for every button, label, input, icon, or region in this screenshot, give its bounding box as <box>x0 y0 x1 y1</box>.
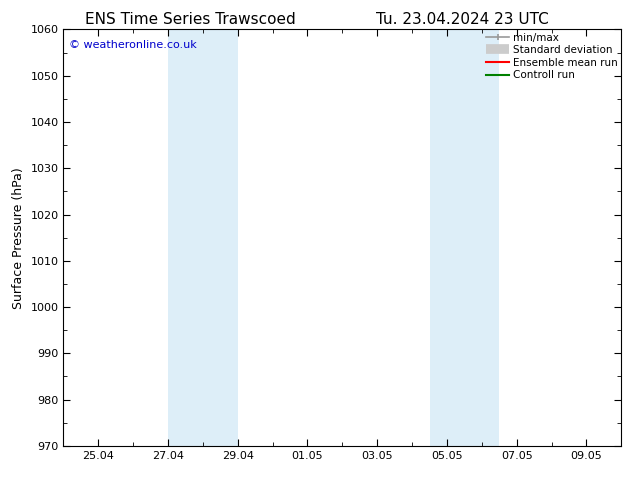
Text: © weatheronline.co.uk: © weatheronline.co.uk <box>69 40 197 50</box>
Bar <box>168 29 238 446</box>
Bar <box>429 29 464 446</box>
Legend: min/max, Standard deviation, Ensemble mean run, Controll run: min/max, Standard deviation, Ensemble me… <box>486 32 618 80</box>
Text: Tu. 23.04.2024 23 UTC: Tu. 23.04.2024 23 UTC <box>377 12 549 27</box>
Y-axis label: Surface Pressure (hPa): Surface Pressure (hPa) <box>12 167 25 309</box>
Bar <box>464 29 500 446</box>
Text: ENS Time Series Trawscoed: ENS Time Series Trawscoed <box>85 12 295 27</box>
